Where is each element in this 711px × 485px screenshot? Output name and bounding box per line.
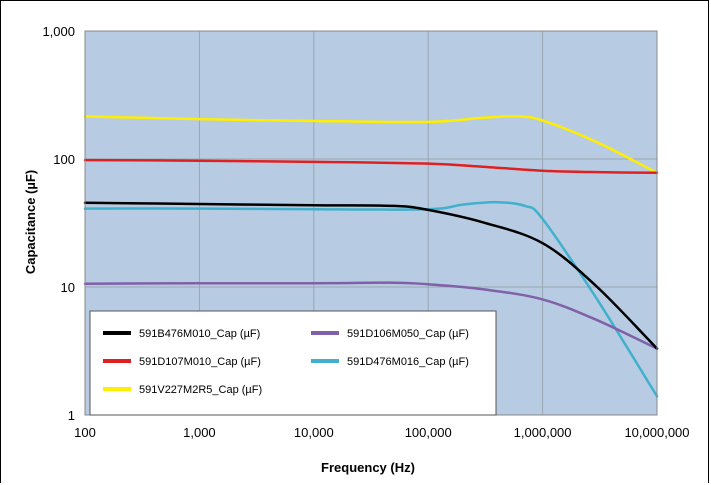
legend-label: 591V227M2R5_Cap (µF) <box>139 384 262 396</box>
x-tick-label: 1,000 <box>183 425 216 440</box>
legend-label: 591D106M050_Cap (µF) <box>347 328 469 340</box>
y-tick-label: 1 <box>68 408 75 423</box>
x-axis-title: Frequency (Hz) <box>321 460 415 475</box>
x-tick-label: 100,000 <box>405 425 452 440</box>
x-tick-label: 1,000,000 <box>514 425 572 440</box>
y-tick-label: 1,000 <box>42 24 75 39</box>
x-tick-label: 100 <box>74 425 96 440</box>
legend-box <box>89 310 497 416</box>
series-line-4 <box>83 115 659 175</box>
series-line-1 <box>83 281 659 350</box>
legend: 591B476M010_Cap (µF) 591D106M050_Cap (µF)… <box>89 310 497 416</box>
y-axis-title: Capacitance (µF) <box>23 170 38 274</box>
legend-label: 591B476M010_Cap (µF) <box>139 328 260 340</box>
y-tick-label: 100 <box>53 152 75 167</box>
series-line-0 <box>83 201 659 350</box>
series-lines <box>83 115 659 398</box>
y-tick-label: 10 <box>61 280 75 295</box>
legend-label: 591D107M010_Cap (µF) <box>139 356 261 368</box>
legend-label: 591D476M016_Cap (µF) <box>347 356 469 368</box>
x-tick-label: 10,000 <box>294 425 334 440</box>
x-tick-label: 10,000,000 <box>624 425 689 440</box>
series-line-2 <box>83 158 659 175</box>
